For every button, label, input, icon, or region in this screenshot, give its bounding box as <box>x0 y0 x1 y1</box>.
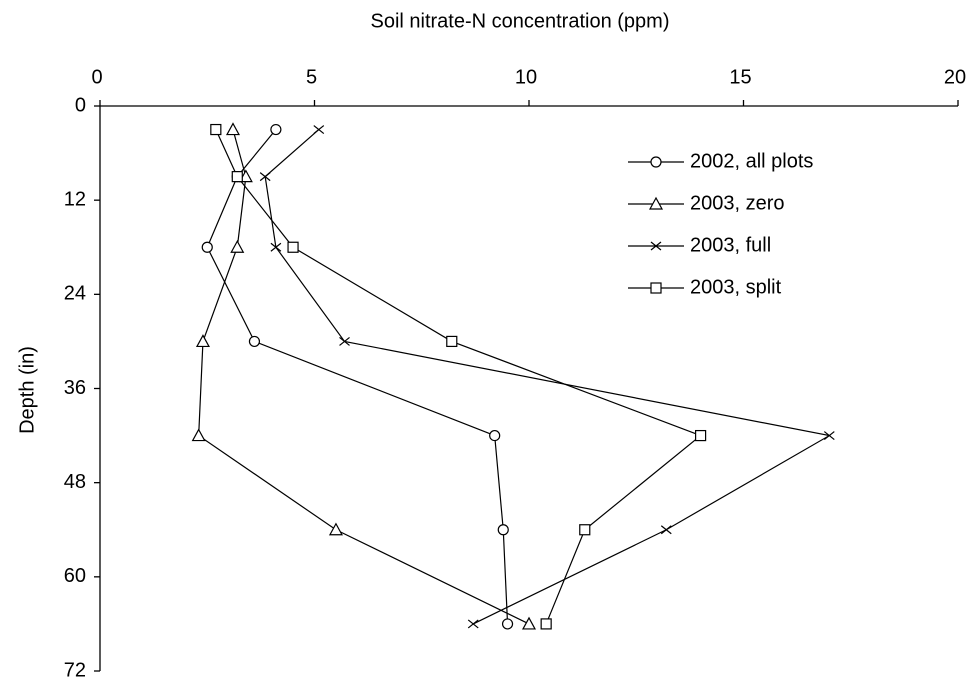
marker <box>191 428 206 442</box>
marker <box>501 618 514 630</box>
legend-marker <box>650 282 662 294</box>
marker <box>328 522 343 536</box>
legend: 2002, all plots 2003, zero 2003, full 2003,… <box>628 150 813 298</box>
y-tick-label: 24 <box>64 283 86 305</box>
x-axis-title: Soil nitrate-N concentration (ppm) <box>370 10 669 32</box>
y-tick-label: 48 <box>64 471 86 493</box>
marker <box>521 616 537 630</box>
marker <box>210 123 222 136</box>
y-tick-label: 60 <box>64 565 86 587</box>
marker <box>270 242 282 252</box>
marker <box>823 431 835 441</box>
marker <box>195 334 210 348</box>
marker <box>270 123 282 136</box>
legend-marker <box>650 156 662 168</box>
marker <box>339 336 350 346</box>
legend-marker <box>650 241 662 251</box>
legend-marker <box>648 196 664 210</box>
series-line <box>215 129 702 625</box>
legend-label: 2003, split <box>690 276 782 298</box>
marker <box>660 525 672 535</box>
marker <box>248 335 261 348</box>
y-tick-label: 0 <box>75 94 86 116</box>
y-tick-label: 36 <box>64 377 86 399</box>
x-tick-label: 5 <box>306 66 317 88</box>
x-tick-label: 0 <box>91 66 102 88</box>
legend-label: 2002, all plots <box>690 150 813 172</box>
marker <box>579 524 591 536</box>
series-line <box>198 129 530 625</box>
x-tick-label: 20 <box>944 66 966 88</box>
y-axis-title: Depth (in) <box>16 346 38 434</box>
series-line <box>206 129 509 624</box>
marker <box>313 125 325 135</box>
marker <box>694 429 707 442</box>
legend-label: 2003, full <box>690 234 771 256</box>
x-tick-label: 10 <box>515 66 537 88</box>
y-tick-label: 72 <box>64 659 86 681</box>
marker <box>259 172 271 182</box>
marker <box>230 239 245 253</box>
marker <box>225 122 241 136</box>
x-tick-label: 15 <box>729 66 751 88</box>
marker <box>540 618 552 630</box>
legend-label: 2003, zero <box>690 192 785 214</box>
y-tick-label: 12 <box>64 188 86 210</box>
marker <box>467 619 479 629</box>
marker <box>497 524 509 536</box>
marker <box>446 335 458 348</box>
marker <box>201 241 213 253</box>
marker <box>287 241 299 253</box>
marker <box>231 171 243 183</box>
marker <box>489 429 501 442</box>
